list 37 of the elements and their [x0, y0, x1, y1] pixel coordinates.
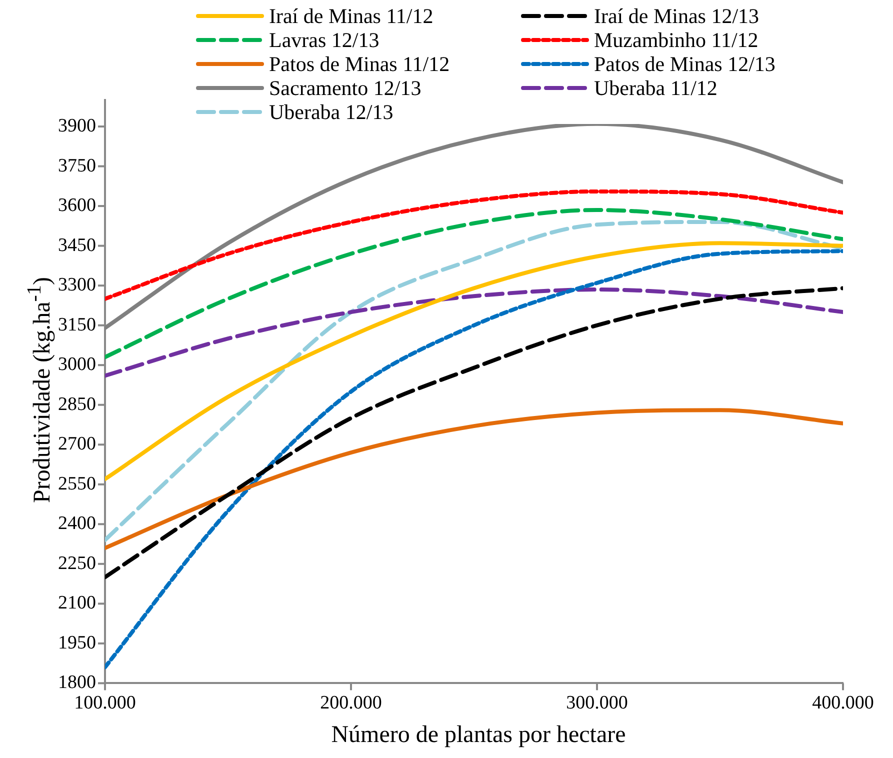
y-tick-label: 1800 — [58, 672, 96, 694]
legend-label: Patos de Minas 11/12 — [269, 52, 450, 76]
legend-label: Sacramento 12/13 — [269, 76, 422, 100]
legend-label: Iraí de Minas 12/13 — [594, 4, 760, 28]
line-series — [105, 208, 843, 360]
legend-label: Uberaba 11/12 — [594, 76, 718, 100]
line-series — [105, 249, 843, 670]
y-tick-label: 1950 — [58, 632, 96, 654]
y-tick-label: 3150 — [58, 314, 96, 336]
legend-label: Uberaba 12/13 — [269, 100, 394, 124]
line-series — [105, 408, 843, 550]
legend-label: Iraí de Minas 11/12 — [269, 4, 434, 28]
x-tick-label: 200.000 — [320, 692, 382, 714]
y-tick-label: 3600 — [58, 195, 96, 216]
y-tick-label: 3300 — [58, 274, 96, 296]
y-tick-label: 2400 — [58, 513, 96, 534]
x-tick-label: 100.000 — [74, 692, 136, 714]
y-tick-label: 2550 — [58, 473, 96, 494]
y-tick-label: 2250 — [58, 552, 96, 574]
y-tick-label: 3750 — [58, 155, 96, 176]
legend-label: Muzambinho 11/12 — [594, 28, 758, 52]
line-series — [105, 286, 843, 580]
line-series — [105, 189, 843, 301]
y-tick-label: 3000 — [58, 354, 96, 376]
line-series — [105, 220, 843, 542]
legend-label: Lavras 12/13 — [269, 28, 380, 52]
x-axis-title: Número de plantas por hectare — [330, 722, 627, 749]
x-tick-label: 400.000 — [812, 692, 874, 714]
line-series — [105, 288, 843, 378]
y-tick-label: 2850 — [58, 394, 96, 415]
x-tick-label: 300.000 — [566, 692, 628, 714]
y-tick-label: 3900 — [58, 115, 96, 136]
y-tick-label: 2700 — [58, 434, 96, 455]
legend-label: Patos de Minas 12/13 — [594, 52, 776, 76]
y-tick-label: 3450 — [58, 234, 96, 256]
y-tick-label: 2100 — [58, 592, 96, 614]
line-series — [105, 241, 843, 482]
